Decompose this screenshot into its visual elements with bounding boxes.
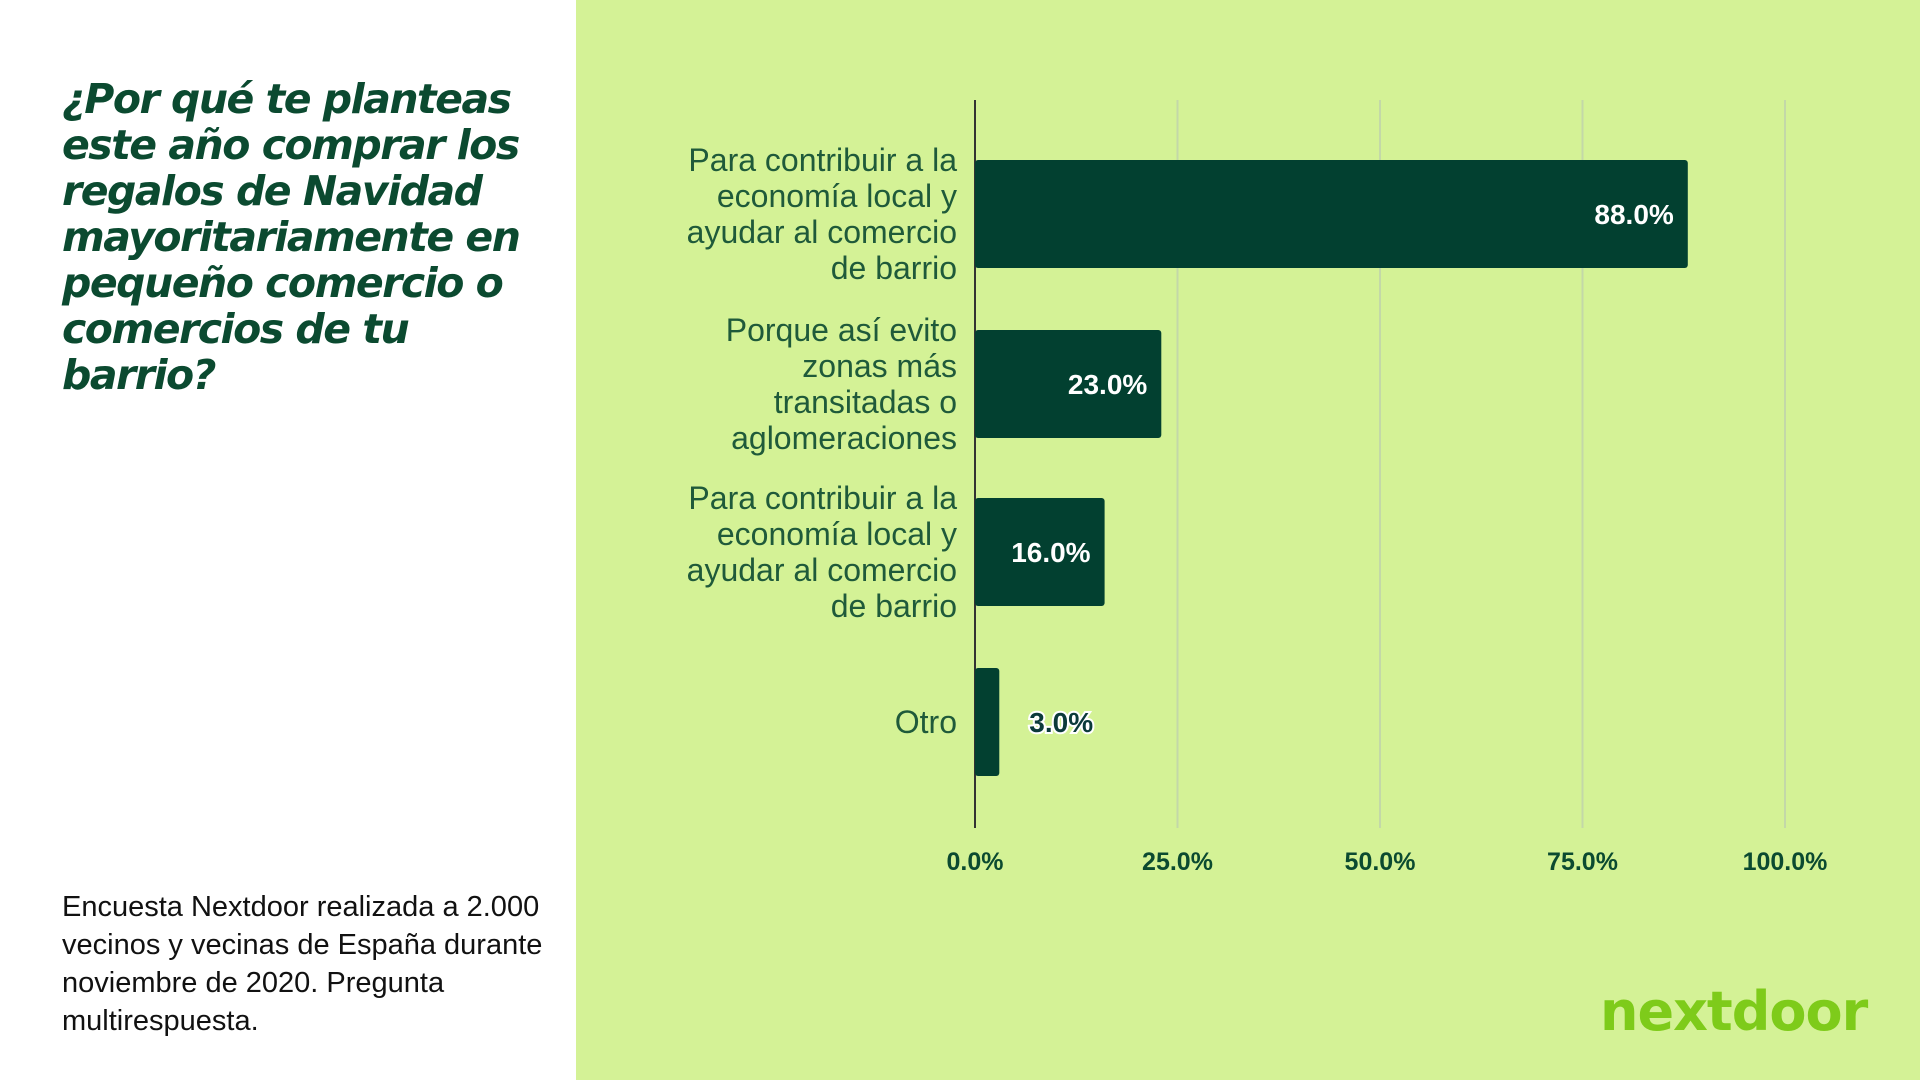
bar bbox=[975, 668, 1000, 776]
bar bbox=[975, 160, 1688, 268]
category-label: economía local y bbox=[717, 516, 957, 552]
x-tick-label: 0.0% bbox=[947, 848, 1004, 876]
category-label: ayudar al comercio bbox=[687, 552, 957, 588]
x-tick-label: 25.0% bbox=[1142, 848, 1213, 876]
bar bbox=[975, 498, 1105, 606]
nextdoor-logo: nextdoor bbox=[1600, 980, 1868, 1043]
data-label: 3.0% bbox=[1029, 707, 1093, 738]
category-label: aglomeraciones bbox=[731, 420, 957, 456]
x-tick-label: 100.0% bbox=[1743, 848, 1828, 876]
category-label: Para contribuir a la bbox=[688, 480, 957, 516]
bar bbox=[975, 330, 1162, 438]
category-label: ayudar al comercio bbox=[687, 214, 957, 250]
category-label: Otro bbox=[895, 704, 957, 740]
bar-chart: 0.0% 25.0% 50.0% 75.0% 100.0% 88.0% Para contr… bbox=[687, 100, 1828, 876]
x-tick-label: 50.0% bbox=[1345, 848, 1416, 876]
data-label: 16.0% bbox=[1011, 537, 1090, 568]
chart-panel: 0.0% 25.0% 50.0% 75.0% 100.0% 88.0% Para contr… bbox=[576, 0, 1920, 1080]
data-label: 88.0% bbox=[1594, 199, 1673, 230]
category-label: de barrio bbox=[831, 588, 957, 624]
category-label: zonas más bbox=[802, 348, 957, 384]
x-tick-label: 75.0% bbox=[1547, 848, 1618, 876]
left-panel: ¿Por qué te planteas este año comprar lo… bbox=[0, 0, 576, 1080]
data-label: 23.0% bbox=[1068, 369, 1147, 400]
survey-footnote: Encuesta Nextdoor realizada a 2.000 veci… bbox=[62, 891, 543, 1037]
chart-question-title: ¿Por qué te planteas este año comprar lo… bbox=[62, 75, 521, 399]
category-label: Para contribuir a la bbox=[688, 142, 957, 178]
category-label: de barrio bbox=[831, 250, 957, 286]
category-label: Porque así evito bbox=[726, 312, 957, 348]
category-label: transitadas o bbox=[774, 384, 957, 420]
category-label: economía local y bbox=[717, 178, 957, 214]
